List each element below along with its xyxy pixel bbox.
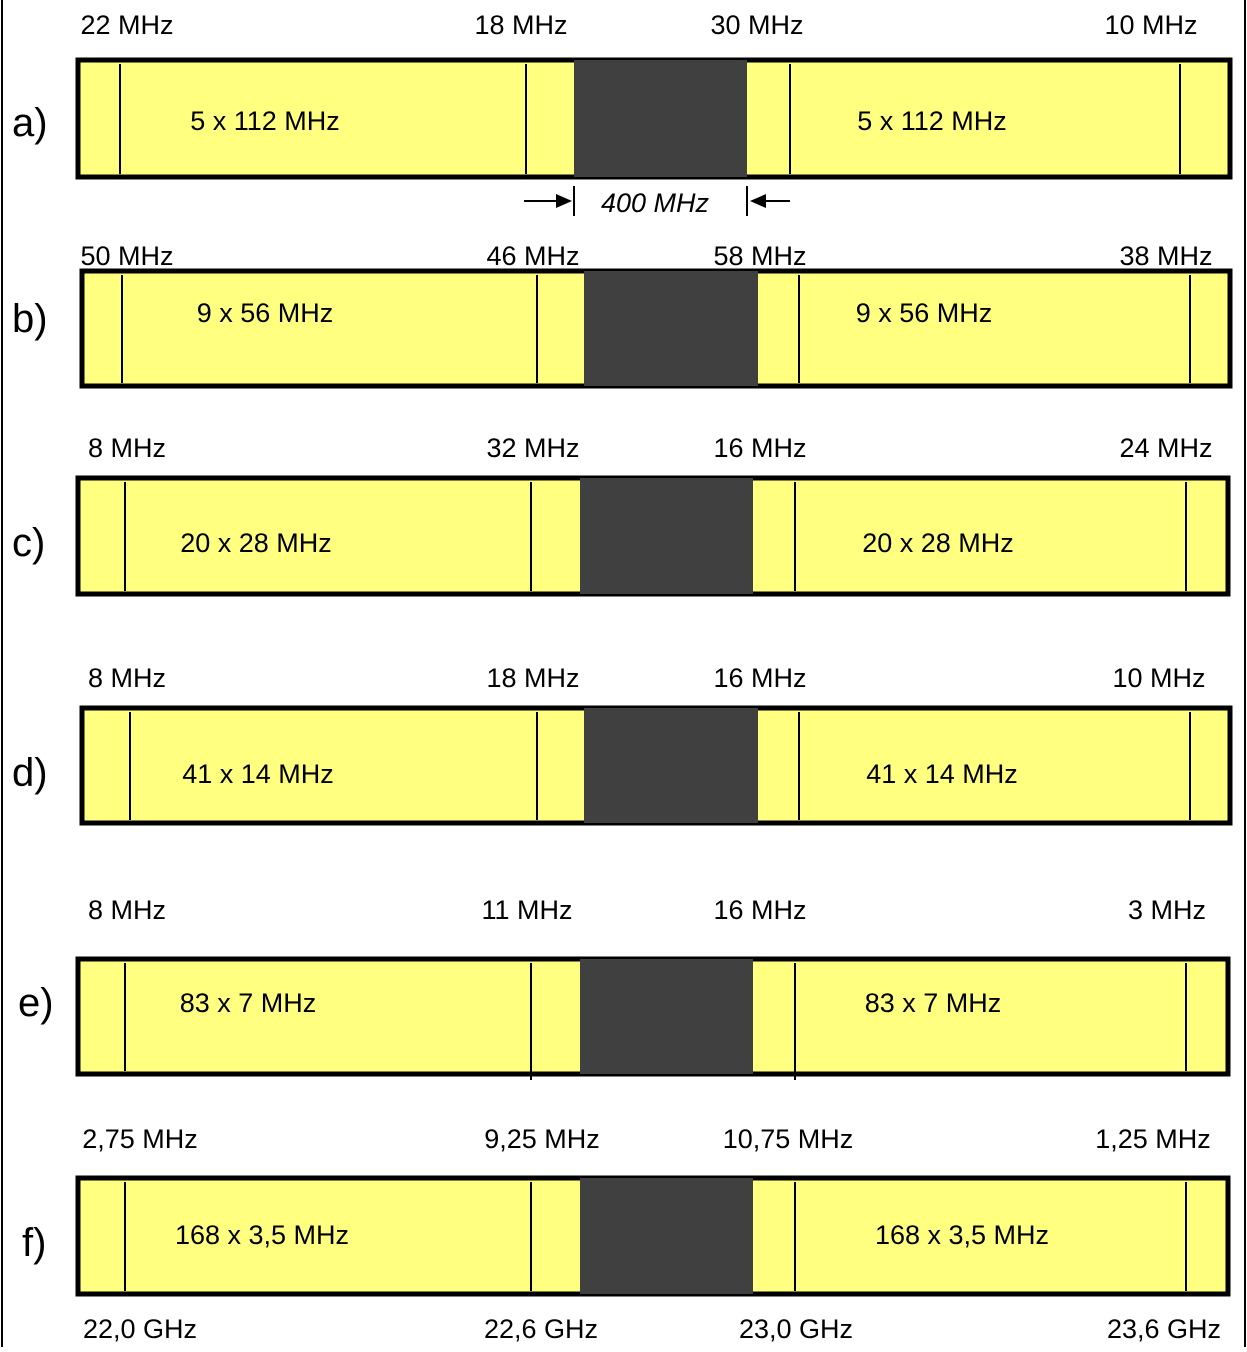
arrow-right-head-icon: [556, 194, 572, 208]
edge-label-3: 16 MHz: [713, 895, 806, 925]
row-label: b): [12, 297, 48, 341]
channel-right: 20 x 28 MHz: [862, 528, 1014, 558]
edge-label-3: 16 MHz: [713, 663, 806, 693]
edge-label-2: 11 MHz: [481, 895, 572, 925]
edge-label-1: 2,75 MHz: [82, 1124, 198, 1154]
row-e: 8 MHz 11 MHz 16 MHz 3 MHz e) 83 x 7 MHz …: [18, 895, 1231, 1080]
edge-label-1: 50 MHz: [80, 241, 173, 271]
channel-right: 83 x 7 MHz: [865, 988, 1002, 1018]
channel-right: 5 x 112 MHz: [857, 106, 1007, 136]
row-label: f): [22, 1221, 46, 1265]
row-label: a): [12, 101, 48, 145]
channel-left: 41 x 14 MHz: [182, 759, 334, 789]
edge-label-3: 58 MHz: [713, 241, 806, 271]
frequency-label: 22,0 GHz: [83, 1314, 197, 1344]
row-label: d): [12, 751, 48, 795]
edge-label-2: 32 MHz: [486, 433, 579, 463]
frequency-label: 22,6 GHz: [484, 1314, 598, 1344]
center-gap: [580, 1178, 753, 1294]
gap-dimension: 400 MHz: [524, 186, 790, 218]
row-c: 8 MHz 32 MHz 16 MHz 24 MHz c) 20 x 28 MH…: [12, 433, 1231, 597]
channel-left: 5 x 112 MHz: [190, 106, 340, 136]
channel-right: 41 x 14 MHz: [866, 759, 1018, 789]
gap-label: 400 MHz: [601, 188, 710, 218]
center-gap: [584, 708, 758, 823]
edge-label-1: 8 MHz: [88, 663, 166, 693]
channel-right: 168 x 3,5 MHz: [875, 1220, 1049, 1250]
edge-label-1: 8 MHz: [88, 433, 166, 463]
edge-label-3: 16 MHz: [713, 433, 806, 463]
edge-label-4: 10 MHz: [1112, 663, 1205, 693]
row-d: 8 MHz 18 MHz 16 MHz 10 MHz d) 41 x 14 MH…: [12, 663, 1233, 826]
edge-label-4: 24 MHz: [1119, 433, 1212, 463]
row-f: 2,75 MHz 9,25 MHz 10,75 MHz 1,25 MHz f) …: [22, 1124, 1231, 1297]
center-gap: [580, 478, 753, 594]
edge-label-4: 1,25 MHz: [1095, 1124, 1211, 1154]
center-gap: [574, 60, 747, 177]
edge-label-2: 18 MHz: [474, 10, 567, 40]
channel-left: 83 x 7 MHz: [180, 988, 317, 1018]
row-a: 22 MHz 18 MHz 30 MHz 10 MHz a) 5 x 112 M…: [12, 10, 1233, 218]
frequency-label: 23,6 GHz: [1107, 1314, 1221, 1344]
row-label: e): [18, 981, 54, 1025]
center-gap: [584, 271, 758, 386]
edge-label-4: 10 MHz: [1104, 10, 1197, 40]
edge-label-1: 8 MHz: [88, 895, 166, 925]
frequency-axis: 22,0 GHz 22,6 GHz 23,0 GHz 23,6 GHz: [83, 1314, 1221, 1344]
row-label: c): [12, 521, 45, 565]
edge-label-4: 3 MHz: [1128, 895, 1206, 925]
edge-label-2: 9,25 MHz: [484, 1124, 600, 1154]
center-gap: [580, 959, 753, 1074]
edge-label-1: 22 MHz: [80, 10, 173, 40]
edge-label-3: 30 MHz: [710, 10, 803, 40]
channel-left: 9 x 56 MHz: [197, 298, 334, 328]
edge-label-2: 46 MHz: [486, 241, 579, 271]
edge-label-4: 38 MHz: [1119, 241, 1212, 271]
edge-label-3: 10,75 MHz: [723, 1124, 854, 1154]
arrow-left-head-icon: [750, 194, 766, 208]
row-b: 50 MHz 46 MHz 58 MHz 38 MHz b) 9 x 56 MH…: [12, 241, 1233, 389]
edge-label-2: 18 MHz: [486, 663, 579, 693]
channel-right: 9 x 56 MHz: [856, 298, 993, 328]
frequency-label: 23,0 GHz: [739, 1314, 853, 1344]
channel-left: 168 x 3,5 MHz: [175, 1220, 349, 1250]
channel-left: 20 x 28 MHz: [180, 528, 332, 558]
